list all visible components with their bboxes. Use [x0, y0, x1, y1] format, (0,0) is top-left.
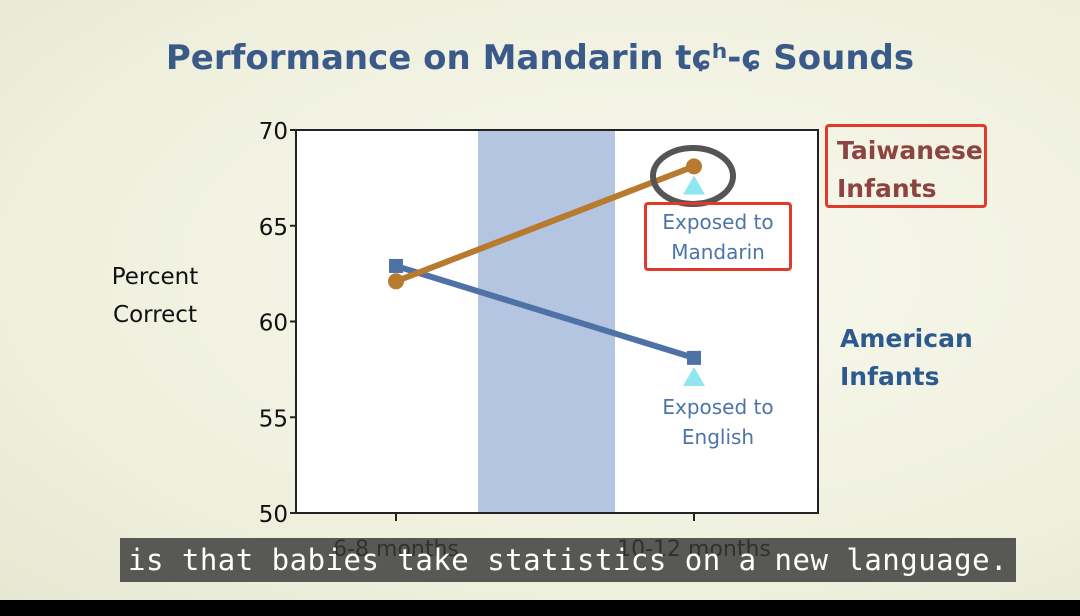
- legend-taiwanese-line-2: Infants: [837, 174, 937, 203]
- annotation-mandarin-line-2: Mandarin: [671, 240, 765, 264]
- video-bottom-bar: [0, 600, 1080, 616]
- legend-american-line-2: Infants: [840, 362, 940, 391]
- y-tick-label-60: 60: [259, 311, 288, 337]
- y-axis-label: Percent Correct: [95, 258, 215, 334]
- annotation-mandarin-line-1: Exposed to: [662, 210, 774, 234]
- data-point-taiwanese-1: [686, 158, 702, 175]
- y-tick-label-55: 55: [259, 406, 288, 432]
- data-point-taiwanese-0: [388, 273, 404, 290]
- series-line-american: [393, 262, 697, 361]
- triangle-marker-0: [683, 175, 705, 195]
- y-axis-label-line-2: Correct: [113, 302, 197, 328]
- legend-taiwanese-line-1: Taiwanese: [837, 136, 983, 165]
- y-tick-label-70: 70: [259, 119, 288, 145]
- data-point-american-0: [389, 258, 403, 273]
- annotation-english-line-1: Exposed to: [662, 395, 774, 419]
- annotation-exposed-to-english: Exposed to English: [640, 392, 796, 452]
- y-tick-label-50: 50: [259, 502, 288, 528]
- data-point-american-1: [687, 350, 701, 365]
- annotation-english-line-2: English: [681, 425, 755, 449]
- legend-taiwanese-infants: Taiwanese Infants: [825, 124, 987, 208]
- annotation-exposed-to-mandarin: Exposed to Mandarin: [644, 202, 792, 271]
- shaded-region: [478, 130, 615, 513]
- series-line-taiwanese: [393, 163, 697, 285]
- triangle-marker-1: [683, 367, 705, 387]
- y-axis-label-line-1: Percent: [111, 264, 199, 290]
- legend-american-infants: American Infants: [840, 320, 1000, 396]
- subtitle-caption: is that babies take statistics on a new …: [120, 538, 1017, 582]
- y-tick-label-65: 65: [259, 215, 288, 241]
- slide-title: Performance on Mandarin tɕʰ-ɕ Sounds: [165, 38, 915, 78]
- legend-american-line-1: American: [840, 324, 973, 353]
